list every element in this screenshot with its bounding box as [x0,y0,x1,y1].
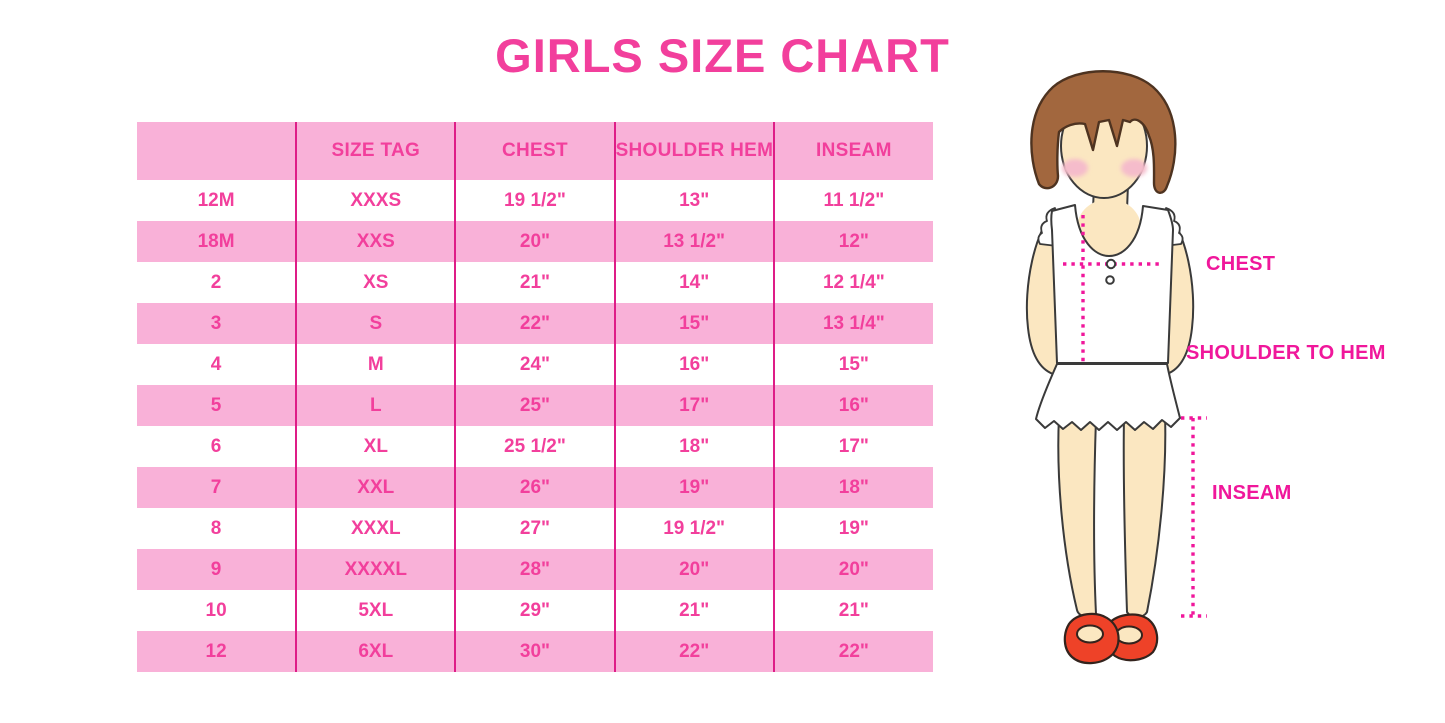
size-cell: 15" [838,353,869,375]
size-chart-header: SIZE TAG CHEST SHOULDER HEM INSEAM [137,122,933,180]
size-cell: 6XL [296,631,457,672]
size-cell: 20" [773,549,933,590]
size-cell: 5XL [296,590,457,631]
shoulder-to-hem-measure-label: SHOULDER TO HEM [1186,342,1386,364]
size-chart-table: SIZE TAG CHEST SHOULDER HEM INSEAM 12M XXXS 1… [137,122,933,672]
column-header: SIZE TAG [296,122,457,180]
size-cell: 19 1/2" [614,508,775,549]
size-row: 3 S 22" 15" 13 1/4" [137,303,933,344]
size-row: 10 5XL 29" 21" 21" [137,590,933,631]
girl-chest-skin [1077,199,1141,257]
chest-measure-label: CHEST [1206,253,1276,275]
size-cell: XXS [296,221,457,262]
size-cell: 21" [455,262,616,303]
girl-illustration [1025,70,1207,665]
size-cell: 20" [614,549,775,590]
size-row: 7 XXL 26" 19" 18" [137,467,933,508]
size-cell: 15" [614,303,775,344]
size-cell: 18M [137,221,298,262]
size-row: 18M XXS 20" 13 1/2" 12" [137,221,933,262]
size-cell: XL [296,426,457,467]
size-cell: XXL [296,467,457,508]
size-cell: 22" [614,631,775,672]
size-cell: XXXXL [296,549,457,590]
column-header: CHEST [455,122,616,180]
size-cell: 17" [838,435,869,457]
size-cell: 8 [137,508,298,549]
girl-legs [1057,413,1167,619]
size-cell: 12 1/4" [822,271,885,293]
size-cell: S [296,303,457,344]
size-cell: 21" [614,590,775,631]
size-cell: 18" [614,426,775,467]
size-row: 5 L 25" 17" 16" [137,385,933,426]
size-cell: 14" [614,262,775,303]
size-cell: 24" [455,344,616,385]
size-cell: 21" [838,599,869,621]
size-cell: 22" [773,631,933,672]
size-cell: 12" [773,221,933,262]
size-row: 2 XS 21" 14" 12 1/4" [137,262,933,303]
size-cell: 25" [455,385,616,426]
column-header: SHOULDER HEM [614,122,775,180]
size-cell: 27" [455,508,616,549]
blush-left [1062,159,1088,177]
page-title: GIRLS SIZE CHART [495,29,950,82]
size-cell: 6 [137,426,298,467]
size-cell: 28" [455,549,616,590]
size-cell: M [296,344,457,385]
size-cell: L [296,385,457,426]
size-cell: 19" [838,517,869,539]
inseam-measure-label: INSEAM [1212,482,1292,504]
size-cell: 5 [137,385,298,426]
size-cell: 4 [137,344,298,385]
size-row: 9 XXXXL 28" 20" 20" [137,549,933,590]
size-cell: XXXL [296,508,457,549]
size-cell: XXXS [296,180,457,221]
size-guide-figure: CHEST SHOULDER TO HEM INSEAM [995,58,1445,723]
size-row: 12 6XL 30" 22" 22" [137,631,933,672]
shirt-buttons [1105,258,1117,285]
size-cell: 19" [614,467,775,508]
size-cell: 9 [137,549,298,590]
size-cell: 18" [773,467,933,508]
blush-right [1121,159,1147,177]
size-cell: 13" [614,180,775,221]
size-row: 8 XXXL 27" 19 1/2" 19" [137,508,933,549]
size-chart-body: 12M XXXS 19 1/2" 13" 11 1/2" 18M XXS 20" 13 1/2"… [137,180,933,672]
column-header: INSEAM [773,122,933,180]
girl-hair [1030,70,1177,194]
size-cell: 29" [455,590,616,631]
size-cell: 26" [455,467,616,508]
size-cell: 22" [455,303,616,344]
size-cell: 17" [614,385,775,426]
size-cell: 20" [455,221,616,262]
size-cell: 30" [455,631,616,672]
size-cell: XS [296,262,457,303]
size-cell: 16" [614,344,775,385]
size-cell: 3 [137,303,298,344]
column-header [137,122,298,180]
size-row: 4 M 24" 16" 15" [137,344,933,385]
size-cell: 12 [137,631,298,672]
header-row: SIZE TAG CHEST SHOULDER HEM INSEAM [137,122,933,180]
size-cell: 2 [137,262,298,303]
girl-shoes [1063,612,1159,665]
size-cell: 13 1/4" [773,303,933,344]
size-cell: 13 1/2" [614,221,775,262]
size-cell: 19 1/2" [455,180,616,221]
size-cell: 7 [137,467,298,508]
size-cell: 10 [137,590,298,631]
size-cell: 11 1/2" [823,189,885,211]
size-cell: 16" [773,385,933,426]
girl-skirt [1035,363,1181,431]
size-cell: 25 1/2" [455,426,616,467]
size-row: 6 XL 25 1/2" 18" 17" [137,426,933,467]
size-row: 12M XXXS 19 1/2" 13" 11 1/2" [137,180,933,221]
size-cell: 12M [137,180,298,221]
